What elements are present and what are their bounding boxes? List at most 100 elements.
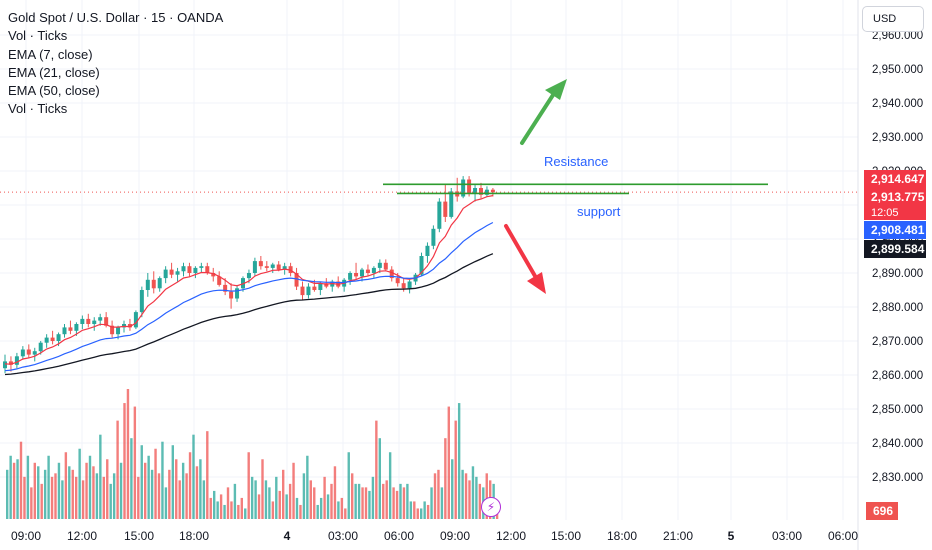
candle-body [145, 279, 150, 290]
candle-body [139, 290, 144, 313]
candle-body [371, 267, 376, 273]
x-tick-label: 18:00 [607, 529, 637, 543]
volume-bar [47, 455, 50, 519]
volume-bar [216, 501, 219, 519]
volume-bar [54, 473, 57, 519]
candle-body [116, 327, 121, 335]
candle-body [252, 261, 257, 273]
volume-bar [195, 466, 199, 519]
candle-body [354, 273, 359, 277]
volume-bar [326, 494, 330, 519]
legend-ema-7[interactable]: EMA (7, close) [8, 46, 93, 62]
volume-bar [137, 476, 140, 519]
candle-body [467, 179, 472, 194]
volume-bar [319, 497, 323, 519]
candle-body [401, 283, 406, 289]
volume-bar [181, 462, 185, 519]
volume-bar [237, 504, 240, 519]
support-label: support [577, 204, 621, 219]
volume-bar [306, 455, 309, 519]
candle-body [479, 188, 483, 195]
candle-body [56, 334, 61, 341]
volume-bar [464, 473, 468, 519]
candle-body [199, 266, 204, 268]
volume-bar [409, 501, 413, 519]
symbol-title[interactable]: Gold Spot / U.S. Dollar · 15 · OANDA [8, 10, 224, 25]
candle-body [26, 349, 31, 355]
volume-bar [347, 452, 350, 519]
volume-bar [206, 431, 209, 519]
legend-ema-50[interactable]: EMA (50, close) [8, 83, 100, 99]
candle-body [419, 256, 424, 275]
volume-bar [371, 476, 375, 519]
up-arrow-head [545, 79, 567, 100]
volume-bar [202, 480, 206, 519]
candle-body [50, 337, 55, 341]
candle-body [104, 317, 109, 326]
volume-bar [361, 487, 364, 519]
volume-bar [413, 501, 416, 519]
candle-body [300, 286, 305, 296]
candle-body [377, 262, 382, 268]
x-tick-label: 12:00 [496, 529, 526, 543]
lightning-icon[interactable]: ⚡ [481, 497, 501, 517]
candle-body [217, 276, 222, 285]
candle-body [44, 337, 49, 343]
volume-bar [388, 452, 392, 519]
y-tick-label: 2,890.000 [872, 268, 923, 280]
high-price-tag: 2,914.647 [864, 170, 926, 188]
volume-bar [302, 473, 306, 519]
volume-bar [420, 508, 423, 519]
volume-bar [292, 462, 295, 519]
volume-bar [164, 487, 168, 519]
volume-bar [454, 420, 457, 519]
volume-bar [261, 459, 264, 519]
volume-bar [81, 480, 85, 519]
x-tick-label: 03:00 [328, 529, 358, 543]
chart-legend: Gold Spot / U.S. Dollar · 15 · OANDA Vol… [8, 9, 223, 119]
y-tick-label: 2,840.000 [872, 438, 923, 450]
volume-bar [102, 476, 105, 519]
volume-bar [468, 480, 471, 519]
y-tick-label: 2,940.000 [872, 98, 923, 110]
volume-bar [61, 480, 64, 519]
volume-bar [150, 469, 154, 519]
x-tick-label: 21:00 [663, 529, 693, 543]
volume-bar [106, 459, 109, 519]
volume-bar [451, 459, 454, 519]
volume-bar [337, 501, 340, 519]
candle-body [68, 327, 73, 331]
volume-bar [478, 483, 482, 519]
volume-bar [475, 476, 478, 519]
volume-bar [223, 504, 226, 519]
volume-bar [244, 508, 247, 519]
volume-bar [68, 466, 71, 519]
volume-bar [285, 494, 288, 519]
volume-bar [423, 501, 426, 519]
volume-bar [157, 473, 161, 519]
candle-body [3, 361, 7, 369]
volume-bar [402, 487, 406, 519]
legend-ema-21[interactable]: EMA (21, close) [8, 64, 100, 80]
candle-body [318, 283, 323, 290]
volume-bar [109, 483, 112, 519]
volume-bar [75, 476, 78, 519]
down-arrow-head [527, 272, 546, 294]
legend-volume-2[interactable]: Vol · Ticks [8, 101, 68, 117]
volume-bar [92, 466, 95, 519]
volume-tag: 696 [866, 502, 898, 520]
candle-body [86, 318, 91, 324]
candle-body [294, 273, 299, 287]
volume-bar [313, 487, 316, 519]
volume-bar [250, 476, 254, 519]
ema50-price-tag: 2,899.584 [864, 240, 926, 258]
volume-bar [433, 473, 437, 519]
currency-selector[interactable]: USD [862, 6, 924, 32]
candle-body [157, 278, 162, 289]
candle-body [437, 201, 442, 229]
candle-body [205, 266, 210, 273]
volume-bar [40, 483, 43, 519]
legend-volume-1[interactable]: Vol · Ticks [8, 28, 68, 44]
last-price-tag: 2,913.775 12:05 [864, 188, 926, 220]
volume-bar [130, 438, 133, 519]
